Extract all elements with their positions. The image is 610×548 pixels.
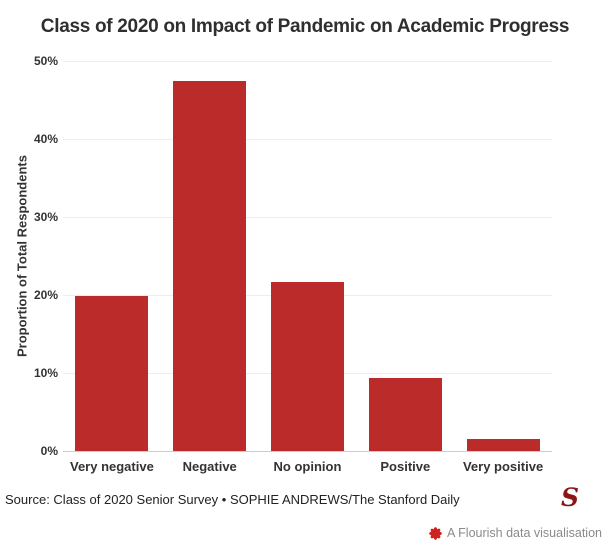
y-tick-label: 10%: [33, 366, 58, 380]
x-axis-label: Very positive: [462, 459, 544, 474]
gridline: [63, 217, 552, 218]
x-axis-label: Very negative: [69, 459, 154, 474]
x-axis-label: No opinion: [273, 459, 342, 474]
y-tick-label: 40%: [33, 132, 58, 146]
flourish-flower-icon: [429, 526, 442, 540]
bar-positive[interactable]: [368, 377, 442, 451]
chart-title: Class of 2020 on Impact of Pandemic on A…: [40, 16, 570, 37]
bar-no-opinion[interactable]: [271, 281, 344, 451]
bar-very-positive[interactable]: [466, 438, 540, 451]
x-axis-line: [63, 451, 552, 452]
source-credit: Source: Class of 2020 Senior Survey • SO…: [5, 492, 460, 507]
y-tick-label: 0%: [40, 444, 58, 458]
x-axis-label: Negative: [182, 459, 237, 474]
x-axis-label: Positive: [380, 459, 431, 474]
gridline: [63, 61, 552, 62]
flourish-attribution-link[interactable]: A Flourish data visualisation: [429, 526, 602, 540]
flourish-attribution-text: A Flourish data visualisation: [447, 526, 602, 540]
bar-very-negative[interactable]: [75, 295, 149, 451]
y-tick-label: 20%: [33, 288, 58, 302]
gridline: [63, 139, 552, 140]
y-tick-label: 50%: [33, 54, 58, 68]
y-tick-label: 30%: [33, 210, 58, 224]
stanford-daily-logo: S: [560, 483, 580, 512]
bar-negative[interactable]: [173, 80, 247, 451]
